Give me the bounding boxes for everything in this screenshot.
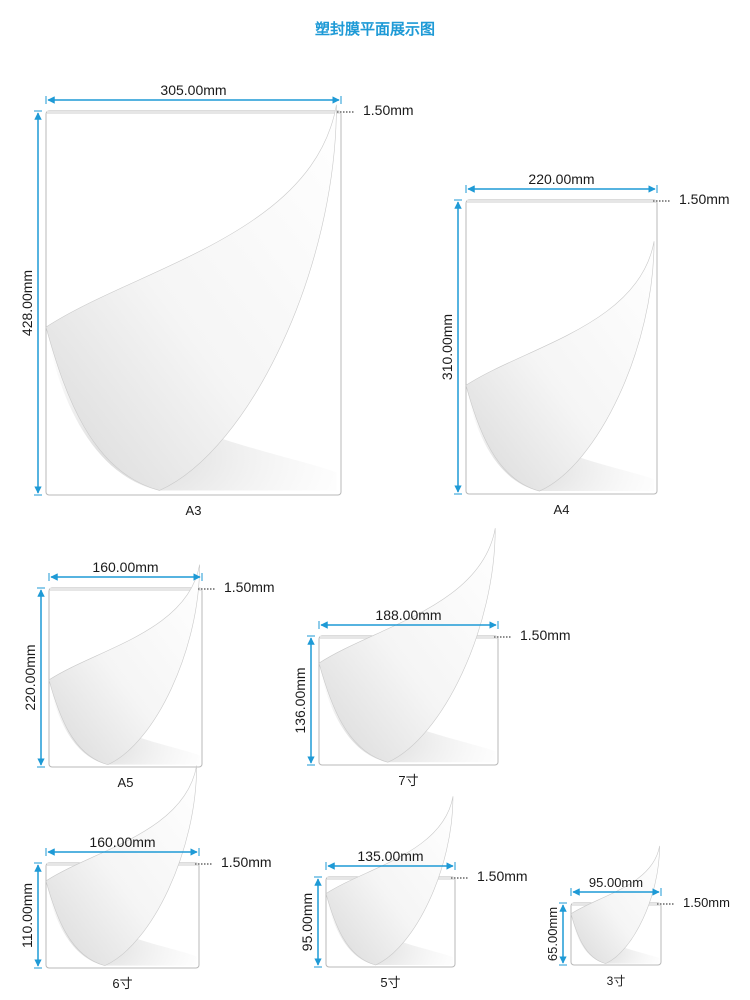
seal-strip bbox=[467, 200, 656, 203]
sheet-5寸: 135.00mm 95.00mm 1.50mm 5寸 bbox=[299, 796, 528, 990]
sheet-name-label: 6寸 bbox=[112, 976, 132, 991]
height-label: 428.00mm bbox=[19, 270, 35, 336]
height-label: 65.00mm bbox=[545, 907, 560, 961]
page-curl bbox=[48, 564, 200, 765]
sheet-name-label: 3寸 bbox=[607, 974, 626, 988]
seal-label: 1.50mm bbox=[679, 191, 730, 207]
width-label: 305.00mm bbox=[160, 82, 226, 98]
seal-strip bbox=[50, 588, 201, 591]
sheet-name-label: 7寸 bbox=[398, 773, 418, 788]
height-label: 310.00mm bbox=[439, 314, 455, 380]
seal-label: 1.50mm bbox=[520, 627, 571, 643]
seal-label: 1.50mm bbox=[477, 868, 528, 884]
height-label: 110.00mm bbox=[19, 883, 35, 948]
height-label: 220.00mm bbox=[22, 644, 38, 710]
width-label: 160.00mm bbox=[92, 559, 158, 575]
page-curl bbox=[45, 765, 197, 966]
page-curl bbox=[318, 528, 496, 763]
sheet-3寸: 95.00mm 65.00mm 1.50mm 3寸 bbox=[545, 845, 730, 988]
seal-label: 1.50mm bbox=[683, 895, 730, 910]
width-label: 188.00mm bbox=[375, 607, 441, 623]
page-title: 塑封膜平面展示图 bbox=[314, 20, 435, 38]
height-label: 95.00mm bbox=[299, 893, 315, 951]
sheet-name-label: A4 bbox=[554, 502, 570, 517]
page-curl bbox=[465, 241, 655, 492]
width-label: 135.00mm bbox=[357, 848, 423, 864]
height-label: 136.00mm bbox=[292, 667, 308, 733]
seal-label: 1.50mm bbox=[221, 854, 272, 870]
sheet-7寸: 188.00mm 136.00mm 1.50mm 7寸 bbox=[292, 528, 571, 788]
sheet-6寸: 160.00mm 110.00mm 1.50mm 6寸 bbox=[19, 765, 272, 991]
sheet-A3: 305.00mm 428.00mm 1.50mm A3 bbox=[19, 82, 414, 518]
seal-label: 1.50mm bbox=[363, 102, 414, 118]
page-curl bbox=[325, 796, 454, 966]
width-label: 220.00mm bbox=[528, 171, 594, 187]
page-curl bbox=[45, 104, 337, 491]
sheet-name-label: A5 bbox=[118, 775, 134, 790]
sheet-name-label: A3 bbox=[186, 503, 202, 518]
seal-strip bbox=[47, 111, 340, 114]
width-label: 160.00mm bbox=[89, 834, 155, 850]
seal-label: 1.50mm bbox=[224, 579, 275, 595]
sheet-name-label: 5寸 bbox=[380, 975, 400, 990]
sheet-A4: 220.00mm 310.00mm 1.50mm A4 bbox=[439, 171, 730, 517]
width-label: 95.00mm bbox=[589, 875, 643, 890]
sheet-A5: 160.00mm 220.00mm 1.50mm A5 bbox=[22, 559, 275, 790]
